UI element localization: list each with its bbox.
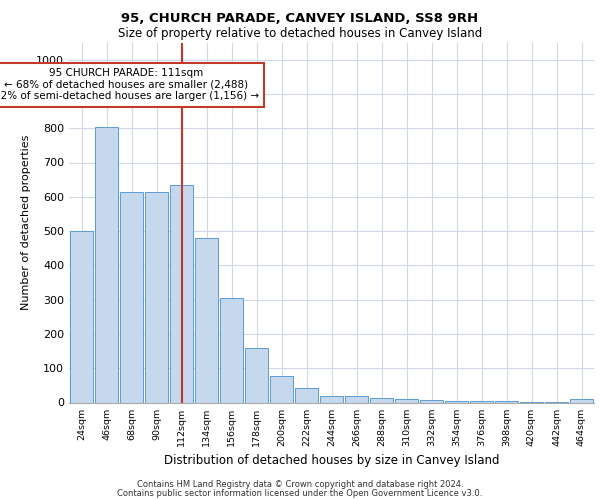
Bar <box>195 238 218 402</box>
Bar <box>145 192 168 402</box>
Text: Contains HM Land Registry data © Crown copyright and database right 2024.: Contains HM Land Registry data © Crown c… <box>137 480 463 489</box>
Bar <box>395 399 418 402</box>
Bar <box>270 376 293 402</box>
X-axis label: Distribution of detached houses by size in Canvey Island: Distribution of detached houses by size … <box>164 454 499 467</box>
Bar <box>370 398 393 402</box>
Bar <box>320 396 343 402</box>
Bar <box>120 192 143 402</box>
Bar <box>220 298 243 403</box>
Text: 95 CHURCH PARADE: 111sqm
← 68% of detached houses are smaller (2,488)
32% of sem: 95 CHURCH PARADE: 111sqm ← 68% of detach… <box>0 68 259 102</box>
Text: Contains public sector information licensed under the Open Government Licence v3: Contains public sector information licen… <box>118 488 482 498</box>
Bar <box>570 399 593 402</box>
Bar <box>245 348 268 403</box>
Bar <box>295 388 318 402</box>
Text: Size of property relative to detached houses in Canvey Island: Size of property relative to detached ho… <box>118 28 482 40</box>
Y-axis label: Number of detached properties: Number of detached properties <box>20 135 31 310</box>
Bar <box>95 126 118 402</box>
Text: 95, CHURCH PARADE, CANVEY ISLAND, SS8 9RH: 95, CHURCH PARADE, CANVEY ISLAND, SS8 9R… <box>121 12 479 26</box>
Bar <box>345 396 368 402</box>
Bar <box>445 401 468 402</box>
Bar <box>420 400 443 402</box>
Bar <box>70 231 93 402</box>
Bar <box>170 185 193 402</box>
